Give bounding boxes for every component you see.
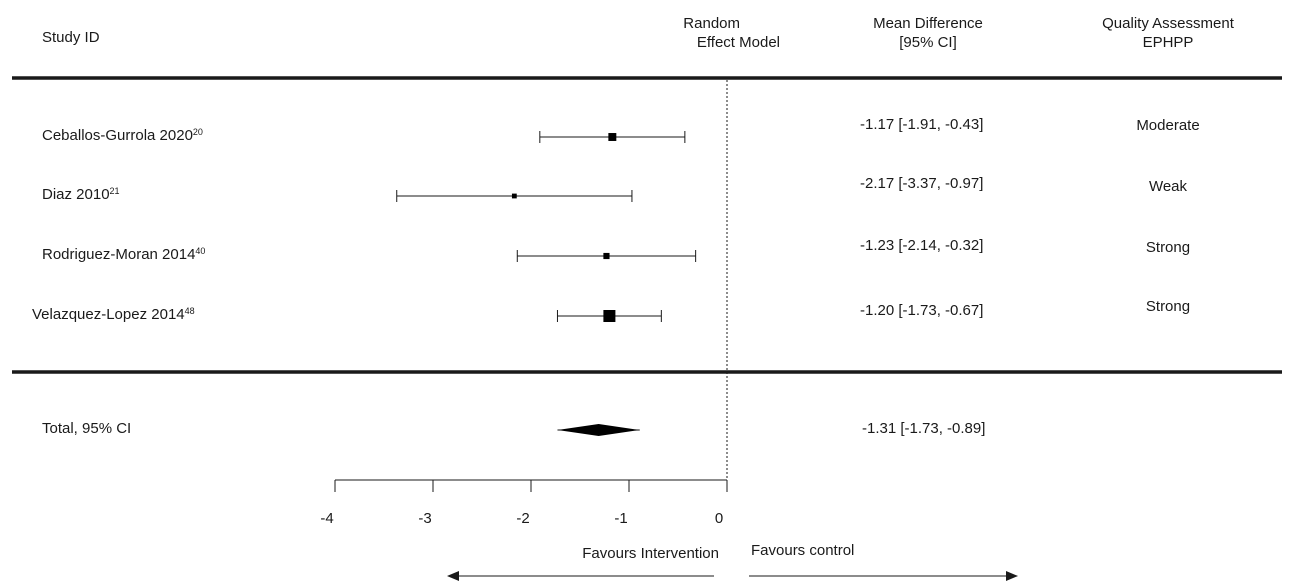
study-reference: 48 [184,306,195,316]
total-diamond [557,424,640,436]
header-md-line2: [95% CI] [899,34,957,51]
total-label: Total, 95% CI [42,420,132,437]
study-name: Rodriguez-Moran 201440 [42,246,205,263]
total-mean-difference-value: -1.31 [-1.73, -0.89] [862,420,986,437]
mean-difference-value: -1.20 [-1.73, -0.67] [860,302,984,319]
point-estimate [603,252,610,260]
study-name: Diaz 201021 [42,186,120,203]
study-reference: 20 [192,127,203,137]
quality-rating: Strong [1145,298,1191,315]
header-model-line2: Effect Model [696,34,780,51]
study-name: Velazquez-Lopez 201448 [32,306,195,323]
x-tick-label: -3 [418,510,431,527]
x-tick-label: 0 [715,510,723,527]
header-model-line1: Random [683,15,740,32]
point-estimate [603,310,616,322]
study-reference: 21 [109,186,120,196]
study-reference: 40 [195,246,206,256]
mean-difference-value: -2.17 [-3.37, -0.97] [860,175,984,192]
mean-difference-value: -1.17 [-1.91, -0.43] [860,116,984,133]
study-name-text: Diaz 2010 [42,186,110,203]
study-name: Ceballos-Gurrola 202020 [42,127,203,144]
study-name-text: Ceballos-Gurrola 2020 [42,127,193,144]
mean-difference-value: -1.23 [-2.14, -0.32] [860,237,984,254]
quality-rating: Moderate [1136,117,1200,134]
header-md-line1: Mean Difference [873,15,983,32]
x-tick-label: -4 [320,510,333,527]
x-tick-label: -2 [516,510,529,527]
study-name-text: Velazquez-Lopez 2014 [32,306,185,323]
point-estimate [511,193,517,199]
header-qa-line1: Quality Assessment [1102,15,1234,32]
favours-intervention-label: Favours Intervention [582,545,719,562]
x-tick-label: -1 [614,510,627,527]
point-estimate [608,133,617,141]
header-qa-line2: EPHPP [1142,34,1194,51]
quality-rating: Strong [1145,239,1191,256]
study-name-text: Rodriguez-Moran 2014 [42,246,196,263]
header-study-id: Study ID [42,29,100,46]
quality-rating: Weak [1148,178,1188,195]
favours-control-label: Favours control [751,542,854,559]
header-mean-difference: Mean Difference [95% CI] [828,14,1028,52]
header-model: Random Effect Model [600,14,780,52]
header-quality-assessment: Quality Assessment EPHPP [1068,14,1268,52]
